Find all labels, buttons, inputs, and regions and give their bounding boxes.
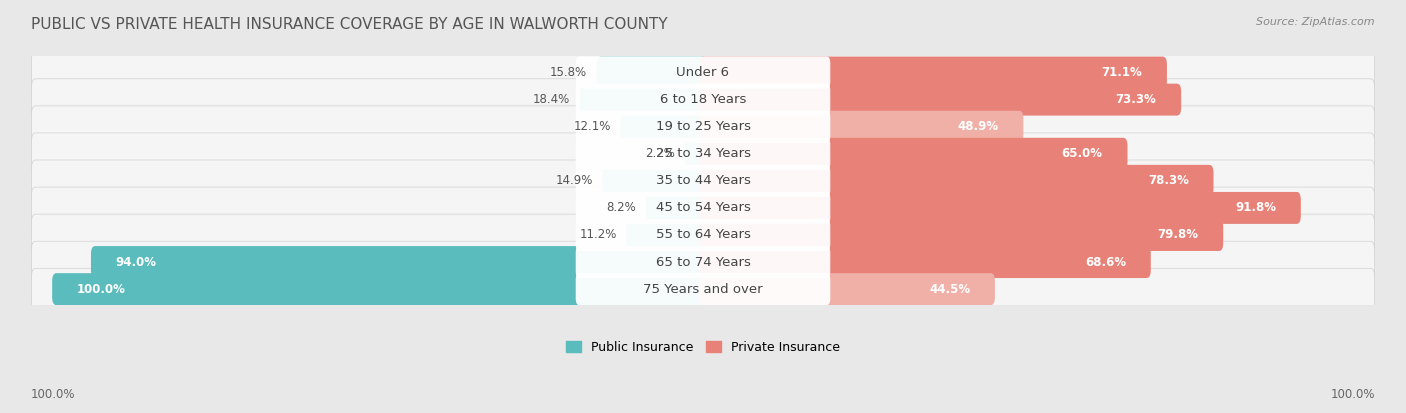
FancyBboxPatch shape [31,106,1375,147]
FancyBboxPatch shape [699,111,1024,142]
Text: 65 to 74 Years: 65 to 74 Years [655,256,751,268]
FancyBboxPatch shape [699,273,995,305]
Text: 11.2%: 11.2% [579,228,617,242]
FancyBboxPatch shape [575,273,831,305]
FancyBboxPatch shape [603,165,707,197]
Text: Source: ZipAtlas.com: Source: ZipAtlas.com [1257,17,1375,26]
FancyBboxPatch shape [31,160,1375,202]
Text: 100.0%: 100.0% [1330,388,1375,401]
FancyBboxPatch shape [91,246,707,278]
Text: 68.6%: 68.6% [1085,256,1126,268]
FancyBboxPatch shape [52,273,707,305]
Text: 8.2%: 8.2% [606,202,636,214]
FancyBboxPatch shape [575,246,831,278]
FancyBboxPatch shape [627,219,707,251]
Text: 18.4%: 18.4% [533,93,571,106]
FancyBboxPatch shape [31,187,1375,229]
FancyBboxPatch shape [575,192,831,224]
Text: 73.3%: 73.3% [1115,93,1156,106]
FancyBboxPatch shape [579,84,707,116]
FancyBboxPatch shape [31,241,1375,283]
Text: 15.8%: 15.8% [550,66,588,79]
Text: Under 6: Under 6 [676,66,730,79]
Text: 14.9%: 14.9% [555,174,593,188]
Text: 91.8%: 91.8% [1234,202,1277,214]
FancyBboxPatch shape [575,138,831,170]
FancyBboxPatch shape [699,57,1167,88]
Text: 75 Years and over: 75 Years and over [643,282,763,296]
FancyBboxPatch shape [31,268,1375,310]
FancyBboxPatch shape [699,165,1213,197]
Text: 25 to 34 Years: 25 to 34 Years [655,147,751,160]
Text: 71.1%: 71.1% [1101,66,1142,79]
FancyBboxPatch shape [699,84,1181,116]
Text: 2.2%: 2.2% [645,147,675,160]
Text: 94.0%: 94.0% [115,256,156,268]
FancyBboxPatch shape [575,111,831,142]
Text: 19 to 25 Years: 19 to 25 Years [655,120,751,133]
FancyBboxPatch shape [31,133,1375,175]
FancyBboxPatch shape [699,138,1128,170]
FancyBboxPatch shape [596,57,707,88]
FancyBboxPatch shape [699,246,1150,278]
FancyBboxPatch shape [699,192,1301,224]
FancyBboxPatch shape [575,219,831,251]
Legend: Public Insurance, Private Insurance: Public Insurance, Private Insurance [567,341,839,354]
FancyBboxPatch shape [685,138,707,170]
Text: 78.3%: 78.3% [1147,174,1188,188]
FancyBboxPatch shape [31,79,1375,121]
FancyBboxPatch shape [575,165,831,197]
Text: 79.8%: 79.8% [1157,228,1198,242]
Text: 12.1%: 12.1% [574,120,612,133]
Text: 100.0%: 100.0% [77,282,125,296]
FancyBboxPatch shape [645,192,707,224]
Text: 55 to 64 Years: 55 to 64 Years [655,228,751,242]
FancyBboxPatch shape [575,84,831,116]
Text: 100.0%: 100.0% [31,388,76,401]
Text: 48.9%: 48.9% [957,120,998,133]
Text: 65.0%: 65.0% [1062,147,1102,160]
FancyBboxPatch shape [31,52,1375,93]
Text: PUBLIC VS PRIVATE HEALTH INSURANCE COVERAGE BY AGE IN WALWORTH COUNTY: PUBLIC VS PRIVATE HEALTH INSURANCE COVER… [31,17,668,31]
FancyBboxPatch shape [620,111,707,142]
Text: 6 to 18 Years: 6 to 18 Years [659,93,747,106]
FancyBboxPatch shape [699,219,1223,251]
FancyBboxPatch shape [31,214,1375,256]
Text: 45 to 54 Years: 45 to 54 Years [655,202,751,214]
Text: 44.5%: 44.5% [929,282,970,296]
Text: 35 to 44 Years: 35 to 44 Years [655,174,751,188]
FancyBboxPatch shape [575,57,831,88]
